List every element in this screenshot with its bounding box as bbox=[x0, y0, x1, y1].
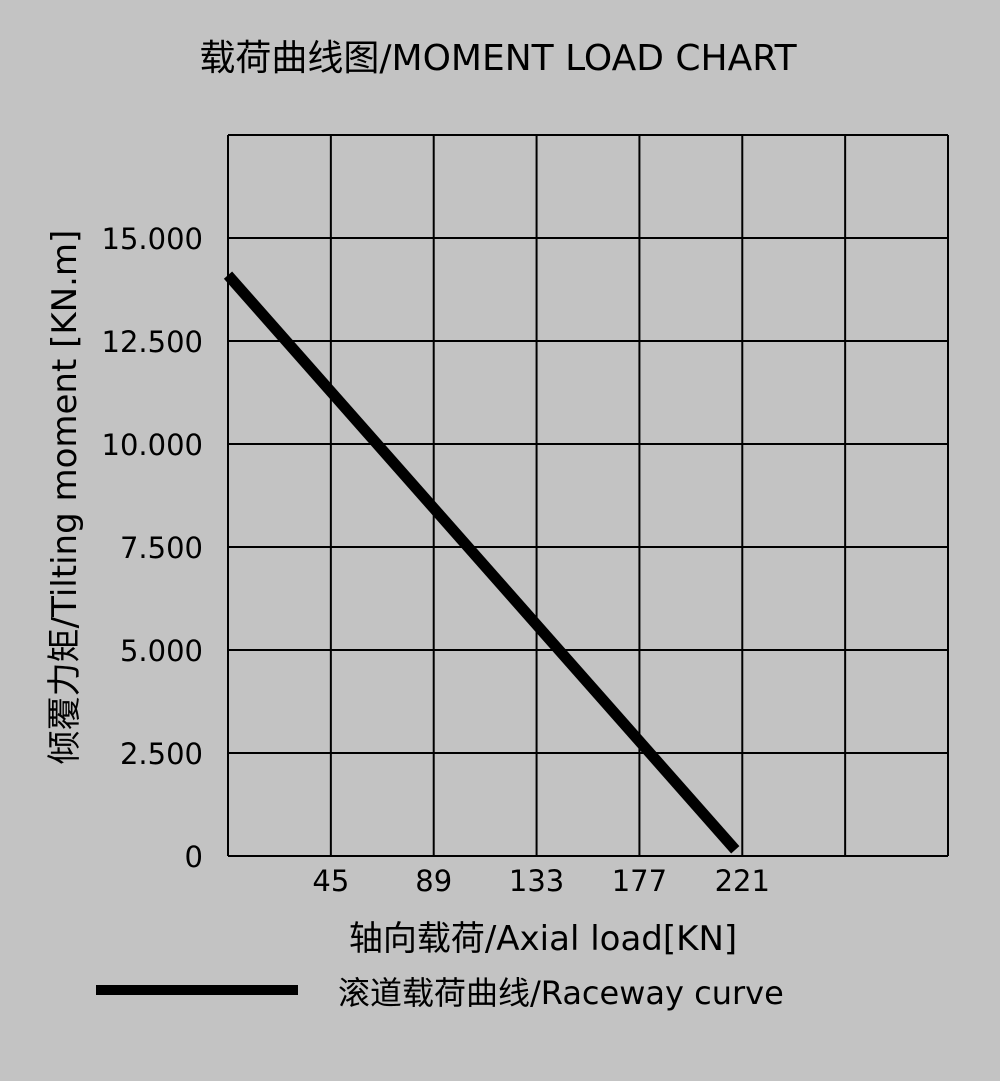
y-tick-label: 15.000 bbox=[102, 222, 203, 256]
y-tick-label: 7.500 bbox=[120, 531, 203, 565]
chart-title: 载荷曲线图/MOMENT LOAD CHART bbox=[199, 38, 797, 79]
y-tick-label: 5.000 bbox=[120, 634, 203, 668]
x-tick-label: 45 bbox=[312, 864, 349, 898]
x-tick-label: 221 bbox=[715, 864, 770, 898]
y-tick-label: 0 bbox=[185, 840, 203, 874]
x-tick-label: 177 bbox=[612, 864, 667, 898]
series-layer bbox=[223, 271, 740, 854]
x-tick-label: 133 bbox=[509, 864, 564, 898]
x-axis-label: 轴向载荷/Axial load[KN] bbox=[349, 919, 737, 959]
y-tick-label: 10.000 bbox=[102, 428, 203, 462]
x-tick-label: 89 bbox=[415, 864, 452, 898]
y-tick-label: 12.500 bbox=[102, 325, 203, 359]
y-tick-labels: 0 2.500 5.000 7.500 10.000 12.500 15.000 bbox=[102, 222, 203, 874]
legend-label: 滚道载荷曲线/Raceway curve bbox=[338, 974, 784, 1012]
y-axis-label: 倾覆力矩/Tilting moment [KN.m] bbox=[45, 230, 85, 765]
y-tick-label: 2.500 bbox=[120, 737, 203, 771]
grid bbox=[227, 134, 949, 857]
series-line-raceway-curve bbox=[223, 271, 740, 854]
x-tick-labels: 45 89 133 177 221 bbox=[312, 864, 770, 898]
